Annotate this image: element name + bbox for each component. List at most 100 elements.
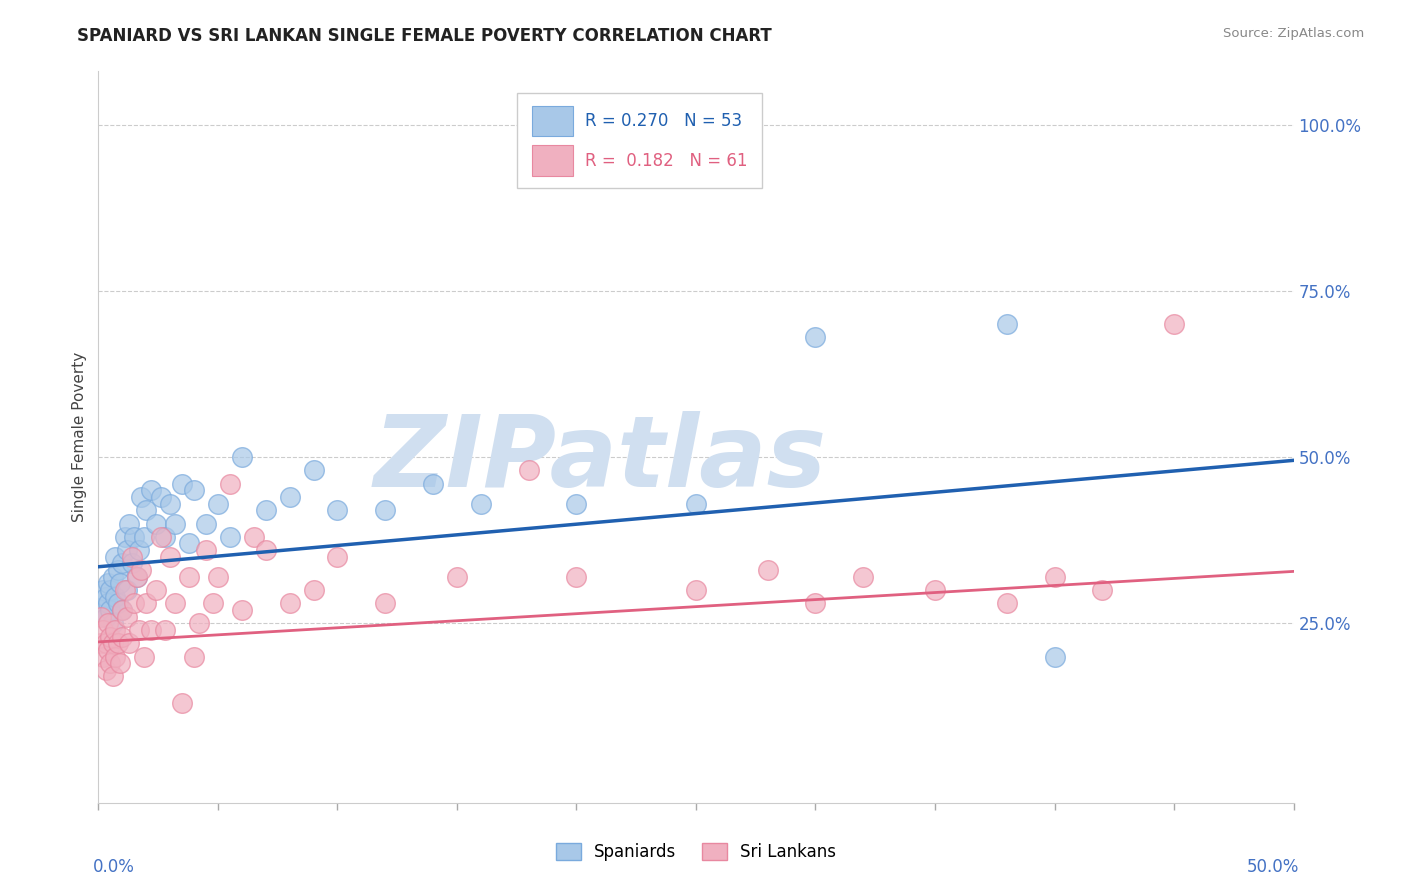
Point (254, 543, 277, 558)
Point (91, 623, 114, 637)
Text: SPANIARD VS SRI LANKAN SINGLE FEMALE POVERTY CORRELATION CHART: SPANIARD VS SRI LANKAN SINGLE FEMALE POV… (77, 27, 772, 45)
Point (135, 596, 157, 610)
Point (98, 656, 122, 670)
Point (685, 497, 707, 511)
Point (107, 563, 129, 577)
Point (163, 516, 186, 531)
Point (374, 596, 396, 610)
Point (565, 497, 588, 511)
Point (231, 450, 253, 464)
Point (131, 563, 153, 577)
Point (1043, 649, 1066, 664)
Text: 50.0%: 50.0% (1247, 858, 1299, 876)
Point (1091, 582, 1114, 597)
Point (159, 549, 181, 564)
Point (125, 570, 148, 584)
FancyBboxPatch shape (517, 94, 762, 188)
Point (172, 476, 194, 491)
Point (207, 497, 229, 511)
Point (128, 623, 150, 637)
Point (132, 649, 155, 664)
Point (101, 616, 124, 631)
Point (326, 549, 349, 564)
Point (111, 603, 134, 617)
Point (254, 503, 277, 517)
Point (125, 570, 148, 584)
Point (852, 570, 875, 584)
Point (98, 630, 122, 644)
Point (94, 636, 117, 650)
Point (187, 616, 209, 631)
Point (108, 576, 131, 591)
Point (111, 603, 134, 617)
Text: R =  0.182   N = 61: R = 0.182 N = 61 (585, 152, 748, 169)
Point (101, 669, 124, 683)
Point (565, 570, 588, 584)
Point (804, 596, 827, 610)
Point (91, 649, 114, 664)
Point (145, 516, 167, 531)
Point (90, 636, 112, 650)
Point (756, 563, 779, 577)
Point (121, 549, 143, 564)
Point (155, 530, 177, 544)
Point (183, 483, 205, 498)
Point (202, 596, 225, 610)
Legend: Spaniards, Sri Lankans: Spaniards, Sri Lankans (550, 836, 842, 868)
Point (195, 543, 218, 558)
Point (446, 570, 468, 584)
Point (172, 696, 194, 710)
Point (163, 596, 186, 610)
Point (97, 643, 120, 657)
Point (111, 630, 134, 644)
Point (195, 516, 218, 531)
Point (104, 590, 127, 604)
Point (183, 649, 205, 664)
Point (98, 603, 122, 617)
Point (104, 649, 127, 664)
Point (517, 463, 540, 477)
Point (995, 317, 1018, 331)
Point (97, 596, 120, 610)
Point (302, 463, 325, 477)
Point (128, 543, 150, 558)
Point (124, 530, 146, 544)
Point (94, 590, 117, 604)
Point (685, 582, 707, 597)
Point (278, 490, 301, 504)
Point (107, 596, 129, 610)
Point (121, 557, 143, 571)
Point (94, 609, 117, 624)
Point (97, 616, 120, 631)
Point (118, 636, 141, 650)
Point (131, 490, 153, 504)
Point (422, 476, 444, 491)
Point (107, 636, 129, 650)
Y-axis label: Single Female Poverty: Single Female Poverty (72, 352, 87, 522)
Text: R = 0.270   N = 53: R = 0.270 N = 53 (585, 112, 742, 130)
Point (90, 609, 112, 624)
Point (179, 536, 201, 550)
Point (115, 543, 138, 558)
Point (111, 557, 134, 571)
Point (470, 497, 492, 511)
Point (114, 530, 136, 544)
Point (132, 530, 155, 544)
Point (804, 330, 827, 344)
Point (115, 609, 138, 624)
Point (108, 656, 131, 670)
FancyBboxPatch shape (533, 145, 572, 176)
Point (219, 530, 242, 544)
Point (104, 549, 127, 564)
Point (101, 636, 124, 650)
Point (124, 596, 146, 610)
Point (155, 623, 177, 637)
Point (219, 476, 242, 491)
Point (114, 582, 136, 597)
Point (104, 623, 127, 637)
Point (1163, 317, 1185, 331)
Point (179, 570, 201, 584)
Point (94, 663, 117, 677)
Text: Source: ZipAtlas.com: Source: ZipAtlas.com (1223, 27, 1364, 40)
Point (139, 483, 162, 498)
